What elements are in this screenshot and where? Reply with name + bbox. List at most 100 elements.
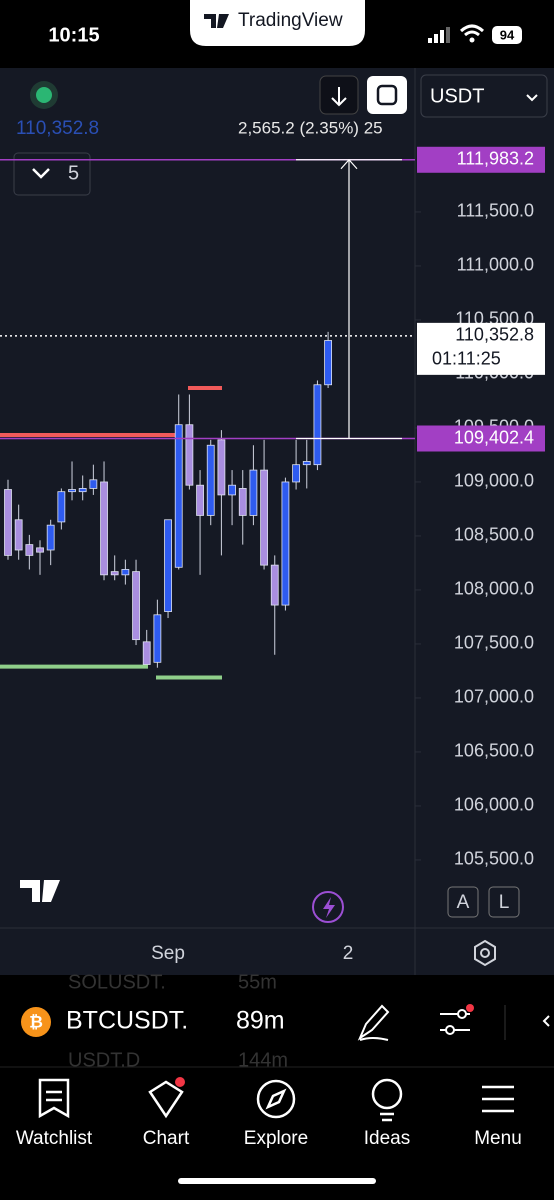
candle-body — [132, 571, 140, 641]
watermark — [20, 880, 60, 902]
candle-body — [206, 444, 215, 516]
candle-body — [78, 488, 87, 493]
candle-body — [270, 564, 279, 606]
candle-body — [14, 519, 23, 551]
candle-body — [324, 340, 333, 386]
chart-area — [0, 68, 554, 975]
chevron — [32, 168, 50, 179]
x-axis-label: 2 — [343, 943, 354, 964]
currency-select[interactable] — [420, 74, 548, 118]
flash-icon — [323, 897, 335, 918]
next-time: 144m — [238, 1049, 288, 1071]
candle-body — [142, 641, 151, 665]
price-label-box — [417, 146, 545, 173]
candle-body — [25, 544, 34, 556]
candle-body — [121, 569, 130, 576]
ideas-icon[interactable] — [371, 1078, 403, 1110]
compass-needle — [265, 1088, 287, 1110]
app-name: TradingView — [238, 10, 343, 31]
price-label-box — [417, 322, 545, 375]
menu-icon[interactable] — [482, 1085, 514, 1113]
log-scale: L — [499, 892, 510, 913]
signal-icon — [428, 27, 450, 43]
nav-label[interactable]: Explore — [244, 1128, 308, 1149]
candle-body — [36, 547, 44, 553]
candle-body — [89, 479, 98, 489]
candle-body — [238, 488, 247, 516]
btc-icon — [21, 1007, 51, 1037]
scroll-chevron — [542, 1015, 550, 1027]
slider-knob — [457, 1009, 467, 1019]
slider-knob — [445, 1025, 455, 1035]
candle-body — [100, 481, 108, 576]
candle-body — [217, 439, 226, 496]
btc-glyph: ₿ — [29, 1012, 43, 1031]
nav-label[interactable]: Watchlist — [16, 1128, 93, 1149]
settings-icon[interactable] — [474, 939, 496, 967]
candle-body — [228, 484, 236, 496]
indicator-count: 5 — [68, 162, 79, 184]
chart-icon[interactable] — [148, 1080, 184, 1119]
prev-time: 55m — [238, 971, 277, 993]
nav-label[interactable]: Chart — [143, 1128, 190, 1149]
draw-icon[interactable] — [357, 1004, 390, 1041]
log-scale-button[interactable] — [488, 886, 520, 918]
candle-body — [68, 489, 76, 493]
settings-center — [480, 948, 490, 958]
next-symbol: USDT.D — [68, 1049, 140, 1071]
auto-scale-button[interactable] — [447, 886, 479, 918]
nav-label[interactable]: Ideas — [364, 1128, 410, 1149]
wifi-icon — [459, 24, 485, 37]
nav-label[interactable]: Menu — [474, 1128, 522, 1149]
currency: USDT — [430, 85, 484, 107]
y-tick-label: 108,000.0 — [454, 579, 534, 599]
y-tick-label: 109,000.0 — [454, 471, 534, 491]
battery-level: 94 — [500, 27, 515, 42]
candle-body — [110, 571, 119, 576]
candle-body — [185, 424, 194, 486]
fullscreen-button[interactable] — [367, 76, 407, 114]
candle-body — [260, 469, 268, 566]
home-indicator — [178, 1178, 376, 1184]
price-label: 111,983.2 — [457, 149, 534, 169]
symbol[interactable]: BTCUSDT. — [66, 1007, 188, 1035]
countdown: 01:11:25 — [432, 349, 501, 369]
candle-body — [302, 461, 311, 466]
alert-dot — [466, 1004, 474, 1012]
download-icon — [331, 87, 347, 107]
interval[interactable]: 89m — [236, 1007, 285, 1035]
status-dot — [36, 87, 52, 103]
candle-body — [292, 464, 300, 483]
candle-body — [174, 424, 183, 568]
bulb-base — [380, 1112, 394, 1122]
y-tick-label: 111,000.0 — [457, 255, 534, 275]
candle-body — [281, 481, 290, 606]
y-tick-label: 105,500.0 — [454, 849, 534, 869]
x-axis-label: Sep — [151, 943, 185, 964]
y-tick-label: 107,000.0 — [454, 687, 534, 707]
candle-body — [164, 519, 172, 612]
select-chevron — [526, 94, 538, 102]
y-tick-label: 106,500.0 — [454, 741, 534, 761]
candle-body — [57, 491, 66, 523]
wifi-dot — [469, 37, 475, 43]
last-price: 110,352.8 — [16, 118, 99, 139]
auto-scale: A — [457, 892, 470, 913]
price-label: 109,402.4 — [454, 427, 534, 447]
clock: 10:15 — [48, 24, 99, 46]
app-banner — [190, 0, 365, 46]
candle-body — [249, 469, 258, 516]
indicators-toggle[interactable] — [13, 152, 91, 196]
watchlist-icon[interactable] — [38, 1078, 70, 1119]
y-tick-label: 111,500.0 — [457, 201, 534, 221]
explore-icon[interactable] — [256, 1079, 296, 1119]
tv-logo — [204, 14, 229, 28]
y-tick-label: 106,000.0 — [454, 795, 534, 815]
y-tick-label: 107,500.0 — [454, 633, 534, 653]
y-tick-label: 108,500.0 — [454, 525, 534, 545]
candle-body — [4, 489, 12, 556]
price-label: 110,352.8 — [455, 325, 534, 345]
candle-body — [153, 614, 162, 663]
candle-body — [196, 484, 204, 516]
